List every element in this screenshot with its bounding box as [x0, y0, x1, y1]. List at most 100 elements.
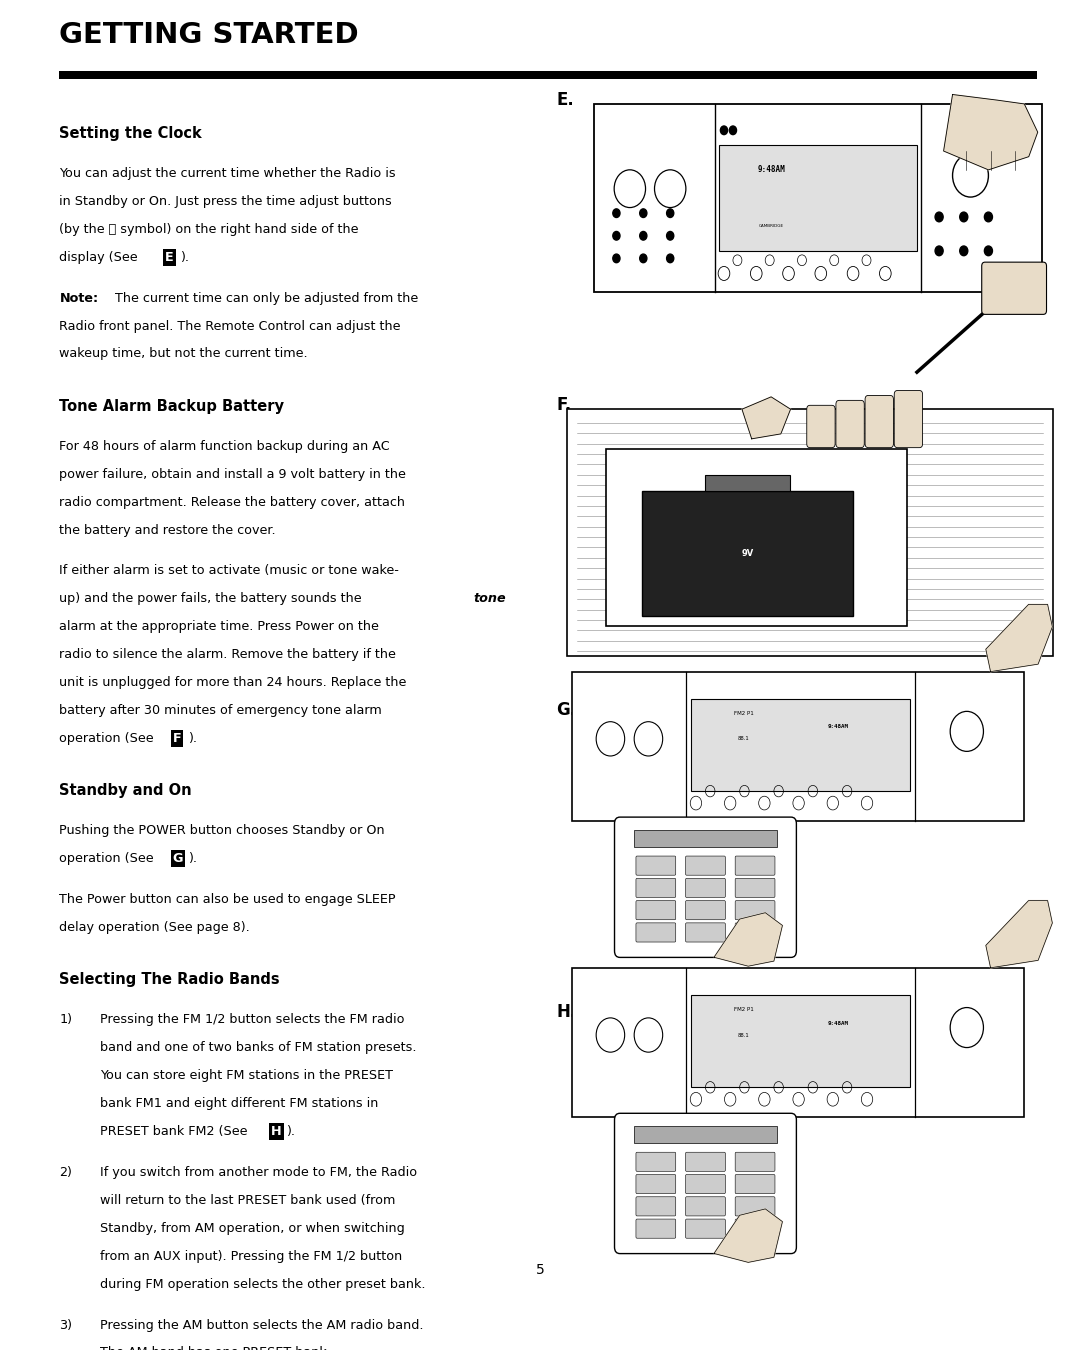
Circle shape — [612, 209, 620, 217]
Circle shape — [729, 126, 737, 135]
Text: band and one of two banks of FM station presets.: band and one of two banks of FM station … — [100, 1041, 417, 1054]
Circle shape — [639, 209, 647, 217]
Text: G: G — [173, 852, 184, 865]
FancyBboxPatch shape — [636, 1174, 676, 1193]
FancyBboxPatch shape — [567, 409, 1053, 656]
Text: The AM band has one PRESET bank.: The AM band has one PRESET bank. — [100, 1346, 332, 1350]
Text: display (See: display (See — [59, 251, 143, 263]
Text: E.: E. — [556, 90, 573, 109]
Circle shape — [666, 231, 674, 240]
Text: alarm at the appropriate time. Press Power on the: alarm at the appropriate time. Press Pow… — [59, 620, 379, 633]
Text: 9:48AM: 9:48AM — [757, 165, 785, 174]
FancyBboxPatch shape — [735, 879, 775, 898]
Text: If either alarm is set to activate (music or tone wake-: If either alarm is set to activate (musi… — [59, 564, 400, 578]
Text: ).: ). — [188, 732, 197, 745]
Circle shape — [639, 254, 647, 263]
Text: wakeup time, but not the current time.: wakeup time, but not the current time. — [59, 347, 308, 360]
Text: 88.1: 88.1 — [738, 736, 750, 741]
Text: Pressing the AM button selects the AM radio band.: Pressing the AM button selects the AM ra… — [100, 1319, 424, 1331]
FancyBboxPatch shape — [636, 900, 676, 919]
Text: battery after 30 minutes of emergency tone alarm: battery after 30 minutes of emergency to… — [59, 705, 382, 717]
FancyBboxPatch shape — [686, 900, 726, 919]
Text: 1): 1) — [59, 1014, 72, 1026]
FancyBboxPatch shape — [894, 390, 922, 448]
FancyBboxPatch shape — [735, 1219, 775, 1238]
Circle shape — [666, 254, 674, 263]
FancyBboxPatch shape — [686, 879, 726, 898]
Text: operation (See: operation (See — [59, 732, 158, 745]
Text: from an AUX input). Pressing the FM 1/2 button: from an AUX input). Pressing the FM 1/2 … — [100, 1250, 403, 1262]
Text: 88.1: 88.1 — [738, 1033, 750, 1038]
Text: You can store eight FM stations in the PRESET: You can store eight FM stations in the P… — [100, 1069, 393, 1083]
Circle shape — [666, 209, 674, 217]
FancyBboxPatch shape — [691, 995, 909, 1087]
FancyBboxPatch shape — [606, 448, 907, 626]
Text: H.: H. — [556, 1003, 577, 1021]
Text: will return to the last PRESET bank used (from: will return to the last PRESET bank used… — [100, 1193, 395, 1207]
FancyBboxPatch shape — [735, 1153, 775, 1172]
Text: unit is unplugged for more than 24 hours. Replace the: unit is unplugged for more than 24 hours… — [59, 676, 407, 688]
Polygon shape — [742, 397, 791, 439]
FancyBboxPatch shape — [636, 879, 676, 898]
Text: (by the ⌚ symbol) on the right hand side of the: (by the ⌚ symbol) on the right hand side… — [59, 223, 359, 236]
Polygon shape — [714, 913, 782, 967]
Text: the battery and restore the cover.: the battery and restore the cover. — [59, 524, 276, 536]
FancyBboxPatch shape — [735, 1197, 775, 1216]
Text: GETTING STARTED: GETTING STARTED — [59, 22, 359, 50]
Text: 5: 5 — [536, 1264, 544, 1277]
Text: If you switch from another mode to FM, the Radio: If you switch from another mode to FM, t… — [100, 1166, 418, 1179]
FancyBboxPatch shape — [594, 104, 1042, 293]
FancyBboxPatch shape — [686, 1174, 726, 1193]
Text: power failure, obtain and install a 9 volt battery in the: power failure, obtain and install a 9 vo… — [59, 467, 406, 481]
FancyBboxPatch shape — [686, 923, 726, 942]
Polygon shape — [714, 1208, 782, 1262]
FancyBboxPatch shape — [642, 491, 853, 616]
Text: bank FM1 and eight different FM stations in: bank FM1 and eight different FM stations… — [100, 1098, 379, 1110]
FancyBboxPatch shape — [719, 146, 917, 251]
Circle shape — [639, 231, 647, 240]
FancyBboxPatch shape — [686, 1197, 726, 1216]
Text: 3): 3) — [59, 1319, 72, 1331]
Text: 9:48AM: 9:48AM — [828, 1021, 849, 1026]
Text: H: H — [271, 1125, 282, 1138]
Text: The current time can only be adjusted from the: The current time can only be adjusted fr… — [111, 292, 418, 305]
FancyBboxPatch shape — [691, 698, 909, 791]
Circle shape — [960, 246, 968, 255]
Text: operation (See: operation (See — [59, 852, 158, 865]
Text: in Standby or On. Just press the time adjust buttons: in Standby or On. Just press the time ad… — [59, 194, 392, 208]
Text: tone: tone — [473, 593, 505, 605]
Text: radio to silence the alarm. Remove the battery if the: radio to silence the alarm. Remove the b… — [59, 648, 396, 662]
FancyBboxPatch shape — [865, 396, 893, 448]
Text: F: F — [173, 732, 181, 745]
Text: Radio front panel. The Remote Control can adjust the: Radio front panel. The Remote Control ca… — [59, 320, 401, 332]
Circle shape — [720, 126, 728, 135]
FancyBboxPatch shape — [634, 830, 778, 846]
Text: CAMBRIDGE: CAMBRIDGE — [758, 224, 784, 228]
FancyBboxPatch shape — [636, 1197, 676, 1216]
Circle shape — [935, 246, 943, 255]
FancyBboxPatch shape — [615, 817, 796, 957]
Text: The Power button can also be used to engage SLEEP: The Power button can also be used to eng… — [59, 894, 396, 906]
Text: You can adjust the current time whether the Radio is: You can adjust the current time whether … — [59, 167, 396, 180]
Text: Selecting The Radio Bands: Selecting The Radio Bands — [59, 972, 280, 987]
Text: Pressing the FM 1/2 button selects the FM radio: Pressing the FM 1/2 button selects the F… — [100, 1014, 405, 1026]
Text: PRESET bank FM2 (See: PRESET bank FM2 (See — [100, 1125, 252, 1138]
Text: E: E — [165, 251, 174, 263]
Circle shape — [960, 212, 968, 221]
Text: G.: G. — [556, 702, 577, 720]
Text: Tone Alarm Backup Battery: Tone Alarm Backup Battery — [59, 398, 284, 414]
Text: For 48 hours of alarm function backup during an AC: For 48 hours of alarm function backup du… — [59, 440, 390, 452]
FancyBboxPatch shape — [636, 923, 676, 942]
Text: delay operation (See page 8).: delay operation (See page 8). — [59, 921, 251, 934]
FancyBboxPatch shape — [636, 1219, 676, 1238]
Text: Pushing the POWER button chooses Standby or On: Pushing the POWER button chooses Standby… — [59, 825, 386, 837]
FancyBboxPatch shape — [836, 401, 864, 448]
Polygon shape — [986, 605, 1052, 671]
FancyBboxPatch shape — [735, 1174, 775, 1193]
FancyBboxPatch shape — [572, 671, 1024, 821]
Polygon shape — [944, 95, 1038, 170]
Text: Standby and On: Standby and On — [59, 783, 192, 798]
Text: 2): 2) — [59, 1166, 72, 1179]
Text: Setting the Clock: Setting the Clock — [59, 126, 202, 140]
Circle shape — [612, 231, 620, 240]
